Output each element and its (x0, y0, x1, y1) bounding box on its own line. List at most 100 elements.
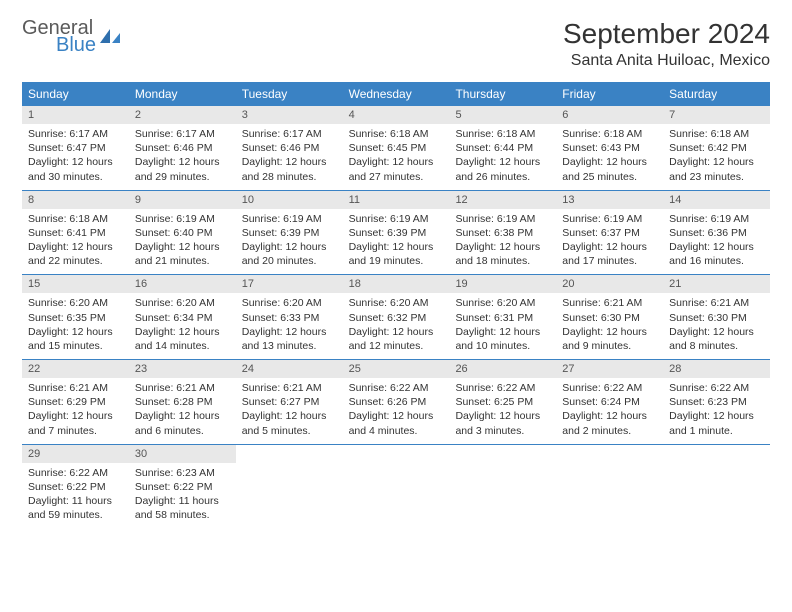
day-cell: 3 Sunrise: 6:17 AMSunset: 6:46 PMDaylight… (236, 106, 343, 190)
calendar-page: General Blue September 2024 Santa Anita … (0, 0, 792, 546)
date-number: 4 (343, 106, 450, 124)
date-number: 15 (22, 275, 129, 293)
date-number: 2 (129, 106, 236, 124)
day-header-saturday: Saturday (663, 82, 770, 106)
day-cell: 29Sunrise: 6:22 AMSunset: 6:22 PMDayligh… (22, 445, 129, 529)
sunset-text: Sunset: 6:39 PM (349, 226, 444, 240)
day-cell: 11Sunrise: 6:19 AMSunset: 6:39 PMDayligh… (343, 191, 450, 275)
date-number: 19 (449, 275, 556, 293)
daylight-text-1: Daylight: 11 hours (135, 494, 230, 508)
location: Santa Anita Huiloac, Mexico (563, 52, 770, 70)
week-row: 15Sunrise: 6:20 AMSunset: 6:35 PMDayligh… (22, 275, 770, 360)
day-details: Sunrise: 6:17 AMSunset: 6:46 PMDaylight:… (129, 124, 236, 190)
day-cell: 5Sunrise: 6:18 AMSunset: 6:44 PMDaylight… (449, 106, 556, 190)
day-header-row: Sunday Monday Tuesday Wednesday Thursday… (22, 82, 770, 106)
day-cell: 13Sunrise: 6:19 AMSunset: 6:37 PMDayligh… (556, 191, 663, 275)
weeks-container: 1Sunrise: 6:17 AMSunset: 6:47 PMDaylight… (22, 106, 770, 528)
sunset-text: Sunset: 6:37 PM (562, 226, 657, 240)
sunrise-text: Sunrise: 6:18 AM (669, 127, 764, 141)
empty-cell (343, 445, 450, 529)
month-title: September 2024 (563, 18, 770, 50)
day-cell: 25Sunrise: 6:22 AMSunset: 6:26 PMDayligh… (343, 360, 450, 444)
sail-icon (100, 29, 122, 45)
daylight-text-1: Daylight: 12 hours (242, 409, 337, 423)
sunrise-text: Sunrise: 6:21 AM (135, 381, 230, 395)
day-cell: 24Sunrise: 6:21 AMSunset: 6:27 PMDayligh… (236, 360, 343, 444)
day-cell: 14Sunrise: 6:19 AMSunset: 6:36 PMDayligh… (663, 191, 770, 275)
daylight-text-1: Daylight: 12 hours (349, 409, 444, 423)
daylight-text-2: and 19 minutes. (349, 254, 444, 268)
empty-cell (449, 445, 556, 529)
sunrise-text: Sunrise: 6:21 AM (242, 381, 337, 395)
sunset-text: Sunset: 6:22 PM (28, 480, 123, 494)
daylight-text-2: and 10 minutes. (455, 339, 550, 353)
daylight-text-2: and 59 minutes. (28, 508, 123, 522)
logo-line2: Blue (56, 35, 96, 56)
title-block: September 2024 Santa Anita Huiloac, Mexi… (563, 18, 770, 70)
sunset-text: Sunset: 6:34 PM (135, 311, 230, 325)
day-details: Sunrise: 6:19 AMSunset: 6:40 PMDaylight:… (129, 209, 236, 275)
sunrise-text: Sunrise: 6:17 AM (242, 127, 337, 141)
date-number: 26 (449, 360, 556, 378)
sunrise-text: Sunrise: 6:19 AM (242, 212, 337, 226)
daylight-text-1: Daylight: 12 hours (455, 409, 550, 423)
daylight-text-1: Daylight: 12 hours (242, 155, 337, 169)
day-details: Sunrise: 6:21 AMSunset: 6:29 PMDaylight:… (22, 378, 129, 444)
sunrise-text: Sunrise: 6:22 AM (669, 381, 764, 395)
sunset-text: Sunset: 6:30 PM (562, 311, 657, 325)
sunrise-text: Sunrise: 6:18 AM (455, 127, 550, 141)
date-number: 22 (22, 360, 129, 378)
sunrise-text: Sunrise: 6:19 AM (455, 212, 550, 226)
day-cell: 6Sunrise: 6:18 AMSunset: 6:43 PMDaylight… (556, 106, 663, 190)
sunset-text: Sunset: 6:41 PM (28, 226, 123, 240)
daylight-text-1: Daylight: 12 hours (562, 409, 657, 423)
day-cell: 30Sunrise: 6:23 AMSunset: 6:22 PMDayligh… (129, 445, 236, 529)
daylight-text-1: Daylight: 12 hours (28, 325, 123, 339)
daylight-text-2: and 7 minutes. (28, 424, 123, 438)
daylight-text-2: and 29 minutes. (135, 170, 230, 184)
sunset-text: Sunset: 6:29 PM (28, 395, 123, 409)
sunrise-text: Sunrise: 6:21 AM (669, 296, 764, 310)
sunset-text: Sunset: 6:39 PM (242, 226, 337, 240)
day-header-monday: Monday (129, 82, 236, 106)
daylight-text-1: Daylight: 12 hours (28, 240, 123, 254)
day-details: Sunrise: 6:20 AMSunset: 6:34 PMDaylight:… (129, 293, 236, 359)
sunrise-text: Sunrise: 6:22 AM (562, 381, 657, 395)
sunset-text: Sunset: 6:32 PM (349, 311, 444, 325)
date-number: 23 (129, 360, 236, 378)
day-details: Sunrise: 6:22 AMSunset: 6:24 PMDaylight:… (556, 378, 663, 444)
week-row: 1Sunrise: 6:17 AMSunset: 6:47 PMDaylight… (22, 106, 770, 191)
sunrise-text: Sunrise: 6:19 AM (562, 212, 657, 226)
week-row: 8Sunrise: 6:18 AMSunset: 6:41 PMDaylight… (22, 191, 770, 276)
sunrise-text: Sunrise: 6:18 AM (349, 127, 444, 141)
sunrise-text: Sunrise: 6:19 AM (669, 212, 764, 226)
sunrise-text: Sunrise: 6:22 AM (455, 381, 550, 395)
sunrise-text: Sunrise: 6:20 AM (242, 296, 337, 310)
daylight-text-1: Daylight: 12 hours (349, 325, 444, 339)
day-cell: 19Sunrise: 6:20 AMSunset: 6:31 PMDayligh… (449, 275, 556, 359)
day-cell: 1Sunrise: 6:17 AMSunset: 6:47 PMDaylight… (22, 106, 129, 190)
date-number: 3 (236, 106, 343, 124)
day-cell: 4Sunrise: 6:18 AMSunset: 6:45 PMDaylight… (343, 106, 450, 190)
sunset-text: Sunset: 6:46 PM (242, 141, 337, 155)
day-cell: 26Sunrise: 6:22 AMSunset: 6:25 PMDayligh… (449, 360, 556, 444)
day-header-friday: Friday (556, 82, 663, 106)
day-details: Sunrise: 6:19 AMSunset: 6:38 PMDaylight:… (449, 209, 556, 275)
empty-cell (236, 445, 343, 529)
daylight-text-1: Daylight: 12 hours (349, 240, 444, 254)
date-number: 25 (343, 360, 450, 378)
empty-cell (663, 445, 770, 529)
sunset-text: Sunset: 6:42 PM (669, 141, 764, 155)
day-details: Sunrise: 6:22 AMSunset: 6:26 PMDaylight:… (343, 378, 450, 444)
day-cell: 23Sunrise: 6:21 AMSunset: 6:28 PMDayligh… (129, 360, 236, 444)
day-cell: 9Sunrise: 6:19 AMSunset: 6:40 PMDaylight… (129, 191, 236, 275)
day-cell: 22Sunrise: 6:21 AMSunset: 6:29 PMDayligh… (22, 360, 129, 444)
day-cell: 2Sunrise: 6:17 AMSunset: 6:46 PMDaylight… (129, 106, 236, 190)
daylight-text-2: and 22 minutes. (28, 254, 123, 268)
daylight-text-2: and 1 minute. (669, 424, 764, 438)
daylight-text-2: and 15 minutes. (28, 339, 123, 353)
day-details: Sunrise: 6:18 AMSunset: 6:45 PMDaylight:… (343, 124, 450, 190)
daylight-text-2: and 21 minutes. (135, 254, 230, 268)
date-number: 10 (236, 191, 343, 209)
daylight-text-1: Daylight: 12 hours (669, 325, 764, 339)
